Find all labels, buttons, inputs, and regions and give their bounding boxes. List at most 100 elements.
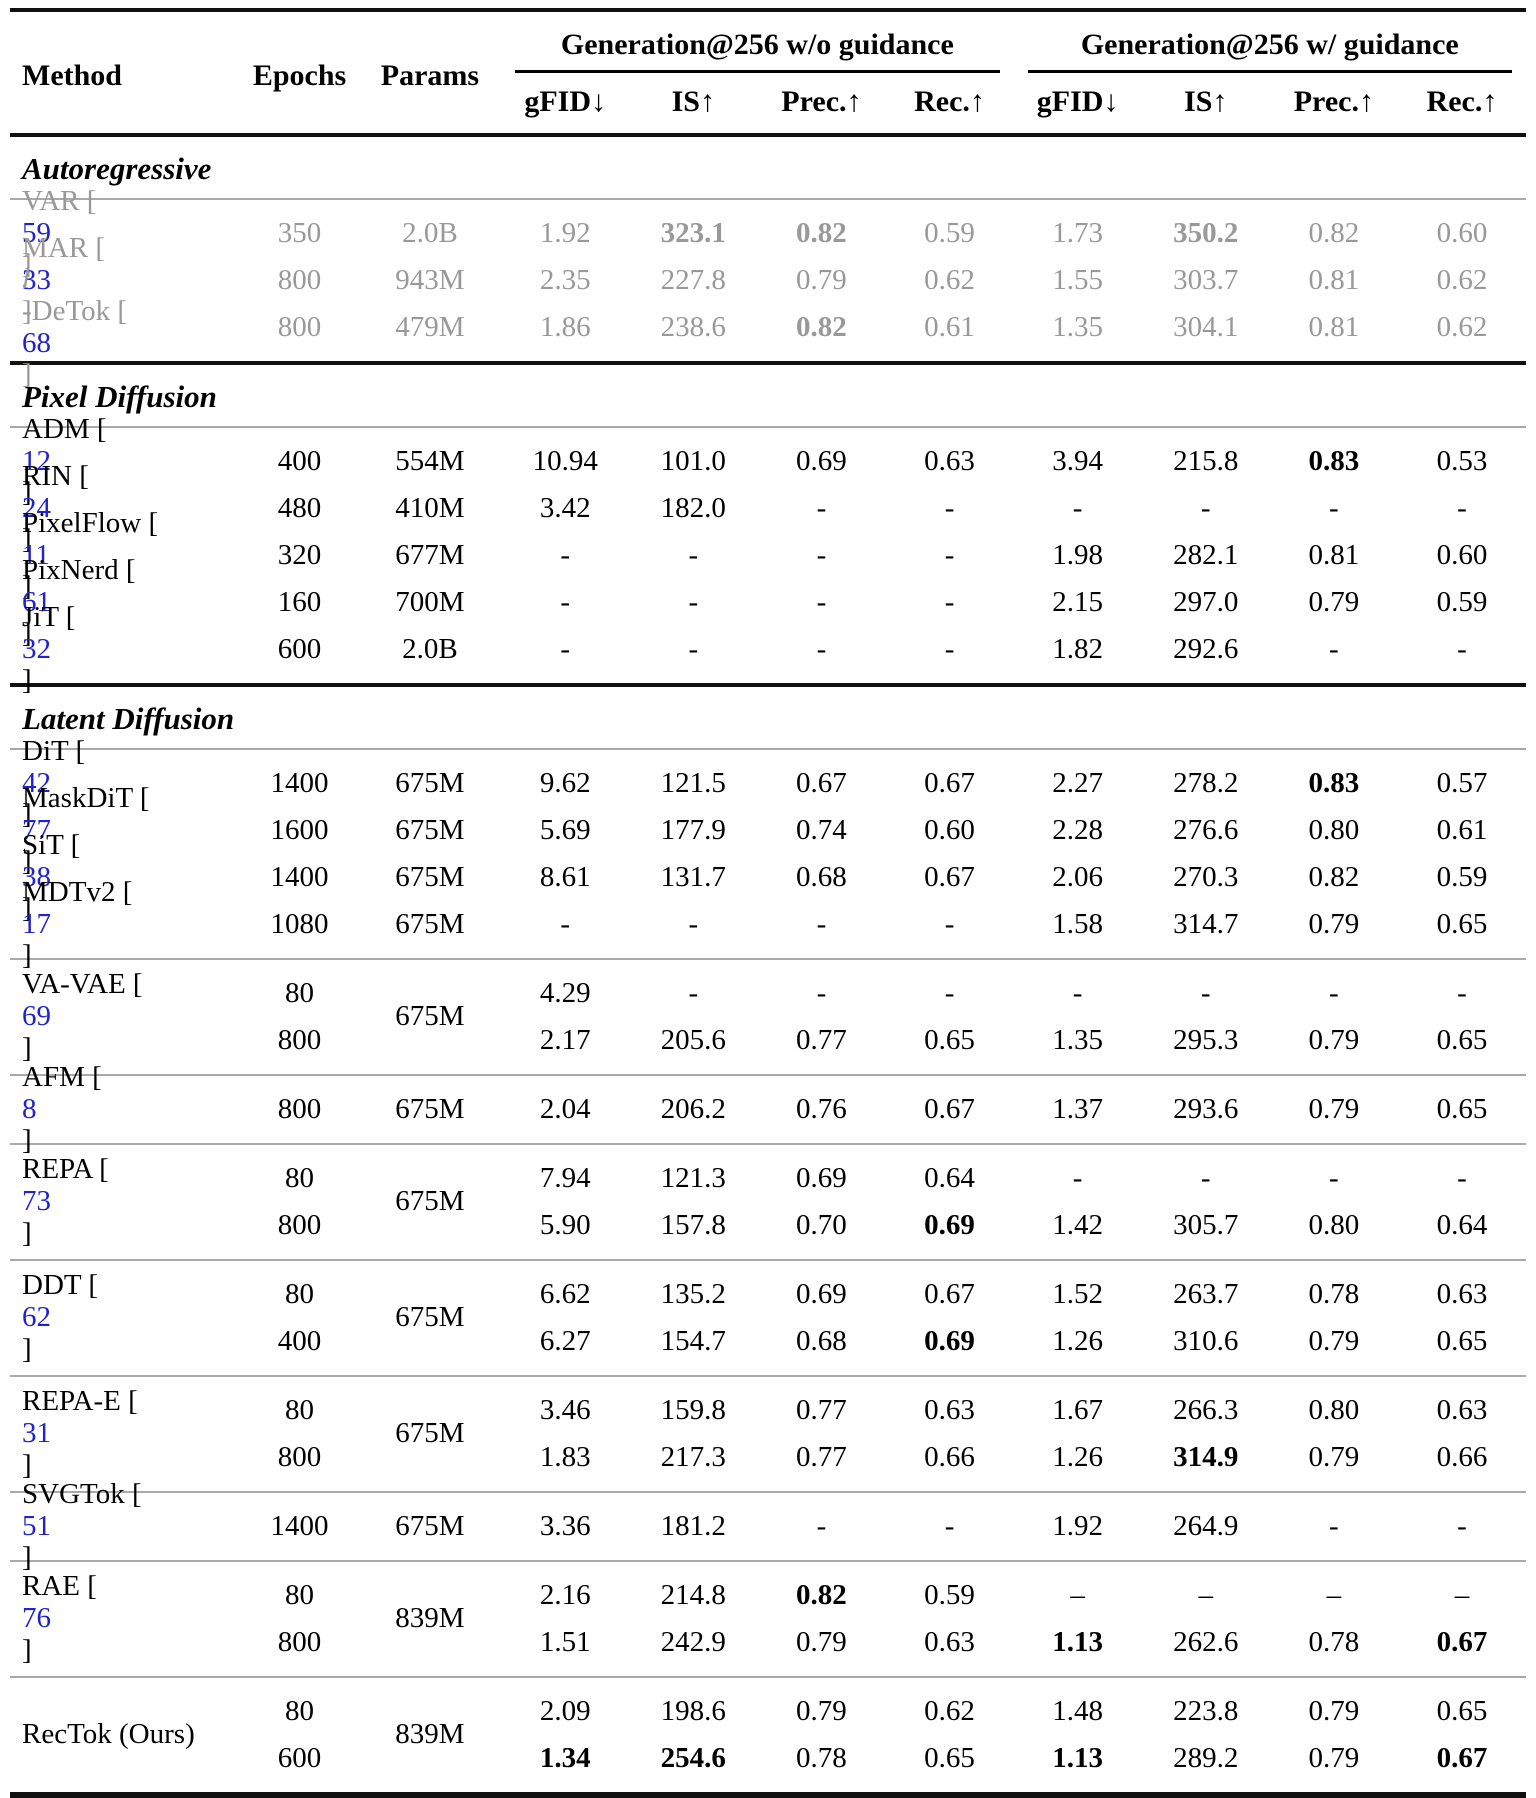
metric-cell: 181.2	[660, 1509, 726, 1542]
citation-link[interactable]: 73	[22, 1185, 51, 1218]
metric-cell: 0.66	[924, 1440, 975, 1473]
metric-cell: 4.29	[539, 976, 591, 1009]
metric-cell: 0.67	[924, 766, 975, 799]
method-cell: MAR [33]	[10, 232, 240, 329]
metric-cell: 0.82	[796, 1578, 847, 1611]
metric-cell: -	[688, 976, 699, 1009]
citation-link[interactable]: 61	[22, 585, 51, 618]
metric-cell: 0.65	[924, 1741, 975, 1774]
epochs-cell: 400	[277, 444, 322, 477]
epochs-cell: 1600	[270, 813, 329, 846]
metric-cell: 292.6	[1173, 632, 1239, 665]
metric-cell: 2.06	[1052, 860, 1103, 893]
params-cell: 2.0B	[402, 632, 458, 665]
citation-link[interactable]: 38	[22, 860, 51, 893]
metric-cell: 0.63	[924, 1393, 975, 1426]
params-cell: 675M	[395, 1509, 465, 1542]
metric-cell: 0.63	[1436, 1393, 1488, 1426]
section-divider	[10, 198, 1526, 200]
metric-cell: 0.59	[1436, 585, 1488, 618]
group-header-w-guidance: Generation@256 w/ guidance	[1027, 18, 1512, 73]
citation-link[interactable]: 77	[22, 813, 51, 846]
method-cell: RIN [24]	[10, 460, 240, 557]
metric-cell: –	[1198, 1578, 1213, 1611]
column-header-is: IS↑	[671, 85, 715, 118]
citation-link[interactable]: 62	[22, 1301, 51, 1334]
method-cell: SiT [38]	[10, 829, 240, 926]
citation-link[interactable]: 33	[22, 263, 51, 296]
metric-cell: 3.46	[539, 1393, 591, 1426]
metric-cell: 0.77	[796, 1393, 847, 1426]
params-cell: 943M	[395, 263, 465, 296]
params-cell: 675M	[395, 1185, 465, 1218]
metric-cell: 205.6	[660, 1023, 726, 1056]
epochs-cell: 800	[277, 310, 322, 343]
column-header-is: IS↑	[1184, 85, 1228, 118]
citation-link[interactable]: 8	[22, 1092, 37, 1125]
citation-link[interactable]: 24	[22, 491, 51, 524]
metric-cell: 121.3	[660, 1161, 726, 1194]
citation-link[interactable]: 76	[22, 1602, 51, 1635]
citation-link[interactable]: 12	[22, 444, 51, 477]
metric-cell: 8.61	[539, 860, 591, 893]
citation-link[interactable]: 68	[22, 326, 51, 359]
epochs-cell: 160	[277, 585, 322, 618]
metric-cell: 0.67	[924, 860, 975, 893]
metric-cell: 264.9	[1173, 1509, 1239, 1542]
metric-cell: 1.73	[1052, 216, 1103, 249]
metric-cell: 135.2	[660, 1277, 726, 1310]
metric-cell: 0.77	[796, 1440, 847, 1473]
method-block: REPA-E [31] 675M 80 3.46 159.8 0.77 0.63 1.67 26…	[10, 1377, 1526, 1491]
metric-cell: 0.82	[796, 310, 847, 343]
metric-cell: -	[1200, 491, 1211, 524]
metric-cell: -	[816, 632, 827, 665]
metric-cell: 0.79	[796, 1694, 847, 1727]
metric-cell: -	[1329, 632, 1339, 665]
metric-cell: -	[560, 632, 571, 665]
table-bottom-rule	[10, 1792, 1526, 1798]
metric-cell: 1.92	[1052, 1509, 1103, 1542]
citation-link[interactable]: 42	[22, 766, 51, 799]
citation-link[interactable]: 11	[22, 538, 50, 571]
citation-link[interactable]: 51	[22, 1509, 51, 1542]
metric-cell: 0.65	[1436, 907, 1488, 940]
epochs-cell: 800	[277, 1092, 322, 1125]
metric-cell: 293.6	[1173, 1092, 1239, 1125]
block-divider	[10, 1259, 1526, 1261]
params-cell: 700M	[395, 585, 465, 618]
epochs-cell: 800	[277, 1208, 322, 1241]
table-row-group: PixNerd [61] 700M 160 - - - - 2.15 297.0 0.79 0.59	[10, 554, 1526, 650]
citation-link[interactable]: 32	[22, 632, 51, 665]
section-label: Pixel Diffusion	[22, 379, 217, 414]
citation-link[interactable]: 31	[22, 1417, 51, 1450]
metric-cell: 2.17	[539, 1023, 591, 1056]
metric-cell: -	[944, 1509, 955, 1542]
epochs-cell: 80	[285, 1694, 315, 1727]
metric-cell: 0.76	[796, 1092, 847, 1125]
metric-cell: -	[688, 585, 699, 618]
params-cell: 675M	[395, 1301, 465, 1334]
citation-link[interactable]: 69	[22, 1000, 51, 1033]
block-divider	[10, 1074, 1526, 1076]
metric-cell: 0.70	[796, 1208, 847, 1241]
metric-cell: 0.62	[1436, 263, 1488, 296]
metric-cell: -	[1329, 491, 1339, 524]
citation-link[interactable]: 59	[22, 216, 51, 249]
metric-cell: 0.67	[1436, 1741, 1488, 1774]
metric-cell: 0.62	[924, 1694, 975, 1727]
column-header-prec: Prec.↑	[1293, 85, 1374, 118]
method-block: VA-VAE [69] 675M 80 4.29 - - - - - - - 800 2.17 205.6…	[10, 960, 1526, 1074]
metric-cell: 1.35	[1052, 1023, 1103, 1056]
table-row-group: SiT [38] 675M 1400 8.61 131.7 0.68 0.67 2.06 270…	[10, 829, 1526, 925]
citation-link[interactable]: 17	[22, 907, 51, 940]
metric-cell: 2.09	[539, 1694, 591, 1727]
metric-cell: 0.60	[1436, 538, 1488, 571]
metric-cell: 0.69	[796, 444, 847, 477]
metric-cell: 0.79	[1308, 1023, 1360, 1056]
metric-cell: 282.1	[1173, 538, 1239, 571]
metric-cell: 0.79	[1308, 1324, 1360, 1357]
section-bottom-rule	[10, 361, 1526, 365]
method-cell: MDTv2 [17]	[10, 876, 240, 973]
metric-cell: 0.83	[1308, 766, 1360, 799]
block-divider	[10, 958, 1526, 960]
